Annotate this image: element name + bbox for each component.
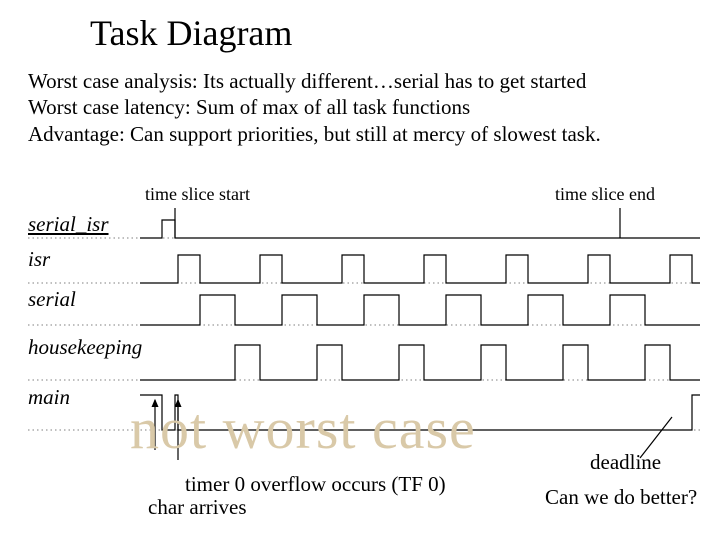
- caption-char-arrives: char arrives: [148, 495, 247, 520]
- label-deadline: deadline: [590, 450, 661, 475]
- body-line-3: Advantage: Can support priorities, but s…: [28, 121, 601, 147]
- caption-timer-overflow: timer 0 overflow occurs (TF 0): [185, 472, 446, 497]
- body-line-1: Worst case analysis: Its actually differ…: [28, 68, 601, 94]
- body-line-2: Worst case latency: Sum of max of all ta…: [28, 94, 601, 120]
- caption-can-we-do-better: Can we do better?: [545, 485, 697, 510]
- page-title: Task Diagram: [90, 12, 292, 54]
- body-text: Worst case analysis: Its actually differ…: [28, 68, 601, 147]
- watermark-text: not worst case: [130, 395, 476, 462]
